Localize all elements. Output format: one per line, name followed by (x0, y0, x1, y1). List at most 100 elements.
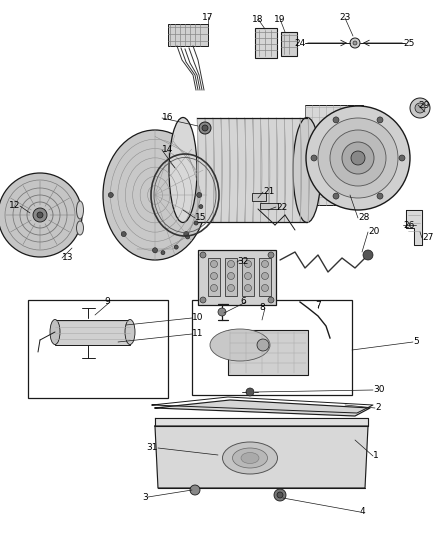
Ellipse shape (233, 448, 268, 468)
Ellipse shape (77, 201, 84, 219)
Ellipse shape (210, 329, 270, 361)
Ellipse shape (241, 453, 259, 464)
Circle shape (244, 272, 251, 279)
Ellipse shape (77, 221, 84, 235)
Bar (192, 300, 352, 395)
Circle shape (244, 285, 251, 292)
Polygon shape (155, 418, 368, 426)
Ellipse shape (125, 319, 135, 344)
Circle shape (399, 155, 405, 161)
Ellipse shape (103, 130, 207, 260)
Ellipse shape (223, 442, 278, 474)
Circle shape (200, 297, 206, 303)
Circle shape (218, 308, 226, 316)
Circle shape (333, 193, 339, 199)
Text: 8: 8 (259, 303, 265, 312)
Circle shape (268, 252, 274, 258)
Text: 14: 14 (162, 146, 173, 155)
Circle shape (227, 272, 234, 279)
Circle shape (227, 261, 234, 268)
Circle shape (186, 235, 190, 239)
Circle shape (311, 155, 317, 161)
Bar (208, 258, 220, 296)
Text: 31: 31 (146, 443, 158, 453)
Bar (260, 203, 278, 209)
Circle shape (199, 122, 211, 134)
Text: 16: 16 (162, 114, 173, 123)
Text: 19: 19 (274, 14, 286, 23)
Circle shape (261, 272, 268, 279)
Circle shape (333, 117, 339, 123)
Circle shape (363, 250, 373, 260)
Bar (28, 300, 168, 398)
Bar (305, 105, 363, 205)
Bar (198, 250, 276, 305)
Text: 13: 13 (62, 254, 74, 262)
Circle shape (274, 489, 286, 501)
Circle shape (211, 261, 218, 268)
Circle shape (211, 272, 218, 279)
Text: 21: 21 (263, 188, 274, 197)
Text: 17: 17 (202, 12, 214, 21)
Circle shape (33, 208, 47, 222)
Circle shape (244, 261, 251, 268)
Text: 2: 2 (375, 403, 381, 413)
Circle shape (246, 388, 254, 396)
Circle shape (199, 205, 203, 208)
Circle shape (197, 192, 202, 198)
Text: 7: 7 (315, 301, 321, 310)
Circle shape (257, 339, 269, 351)
Circle shape (161, 251, 165, 255)
Circle shape (410, 98, 430, 118)
Circle shape (342, 142, 374, 174)
Text: 18: 18 (252, 14, 264, 23)
Circle shape (415, 103, 425, 113)
Circle shape (353, 41, 357, 45)
Text: 24: 24 (295, 38, 306, 47)
Text: 20: 20 (368, 228, 379, 237)
Circle shape (211, 285, 218, 292)
Text: 3: 3 (142, 492, 148, 502)
Text: 25: 25 (403, 38, 414, 47)
Text: 4: 4 (360, 507, 366, 516)
Circle shape (306, 106, 410, 210)
Text: 6: 6 (240, 297, 246, 306)
Circle shape (194, 221, 198, 225)
Text: 5: 5 (413, 337, 419, 346)
Text: 29: 29 (418, 101, 429, 109)
Circle shape (350, 38, 360, 48)
Bar (197, 118, 308, 223)
Text: 22: 22 (276, 203, 287, 212)
Circle shape (277, 492, 283, 498)
Circle shape (330, 130, 386, 186)
Text: 11: 11 (192, 329, 204, 338)
Ellipse shape (169, 117, 197, 222)
Text: 10: 10 (192, 313, 204, 322)
Text: 15: 15 (195, 214, 206, 222)
Circle shape (261, 285, 268, 292)
Text: 23: 23 (339, 13, 351, 22)
Circle shape (200, 252, 206, 258)
Text: 9: 9 (104, 297, 110, 306)
Text: 28: 28 (358, 214, 369, 222)
Text: 12: 12 (9, 201, 20, 211)
Circle shape (227, 285, 234, 292)
Ellipse shape (50, 319, 60, 344)
Circle shape (377, 117, 383, 123)
Circle shape (190, 485, 200, 495)
Polygon shape (155, 426, 368, 488)
Polygon shape (406, 210, 422, 245)
Circle shape (351, 151, 365, 165)
Bar (255, 28, 277, 58)
Bar (168, 24, 208, 46)
Circle shape (174, 245, 178, 249)
Circle shape (121, 231, 126, 237)
Circle shape (202, 125, 208, 131)
Circle shape (184, 231, 189, 237)
Circle shape (261, 261, 268, 268)
Bar (259, 258, 271, 296)
Text: 32: 32 (237, 257, 248, 266)
Text: 30: 30 (373, 385, 385, 394)
Circle shape (108, 192, 113, 198)
Text: 26: 26 (403, 221, 414, 230)
